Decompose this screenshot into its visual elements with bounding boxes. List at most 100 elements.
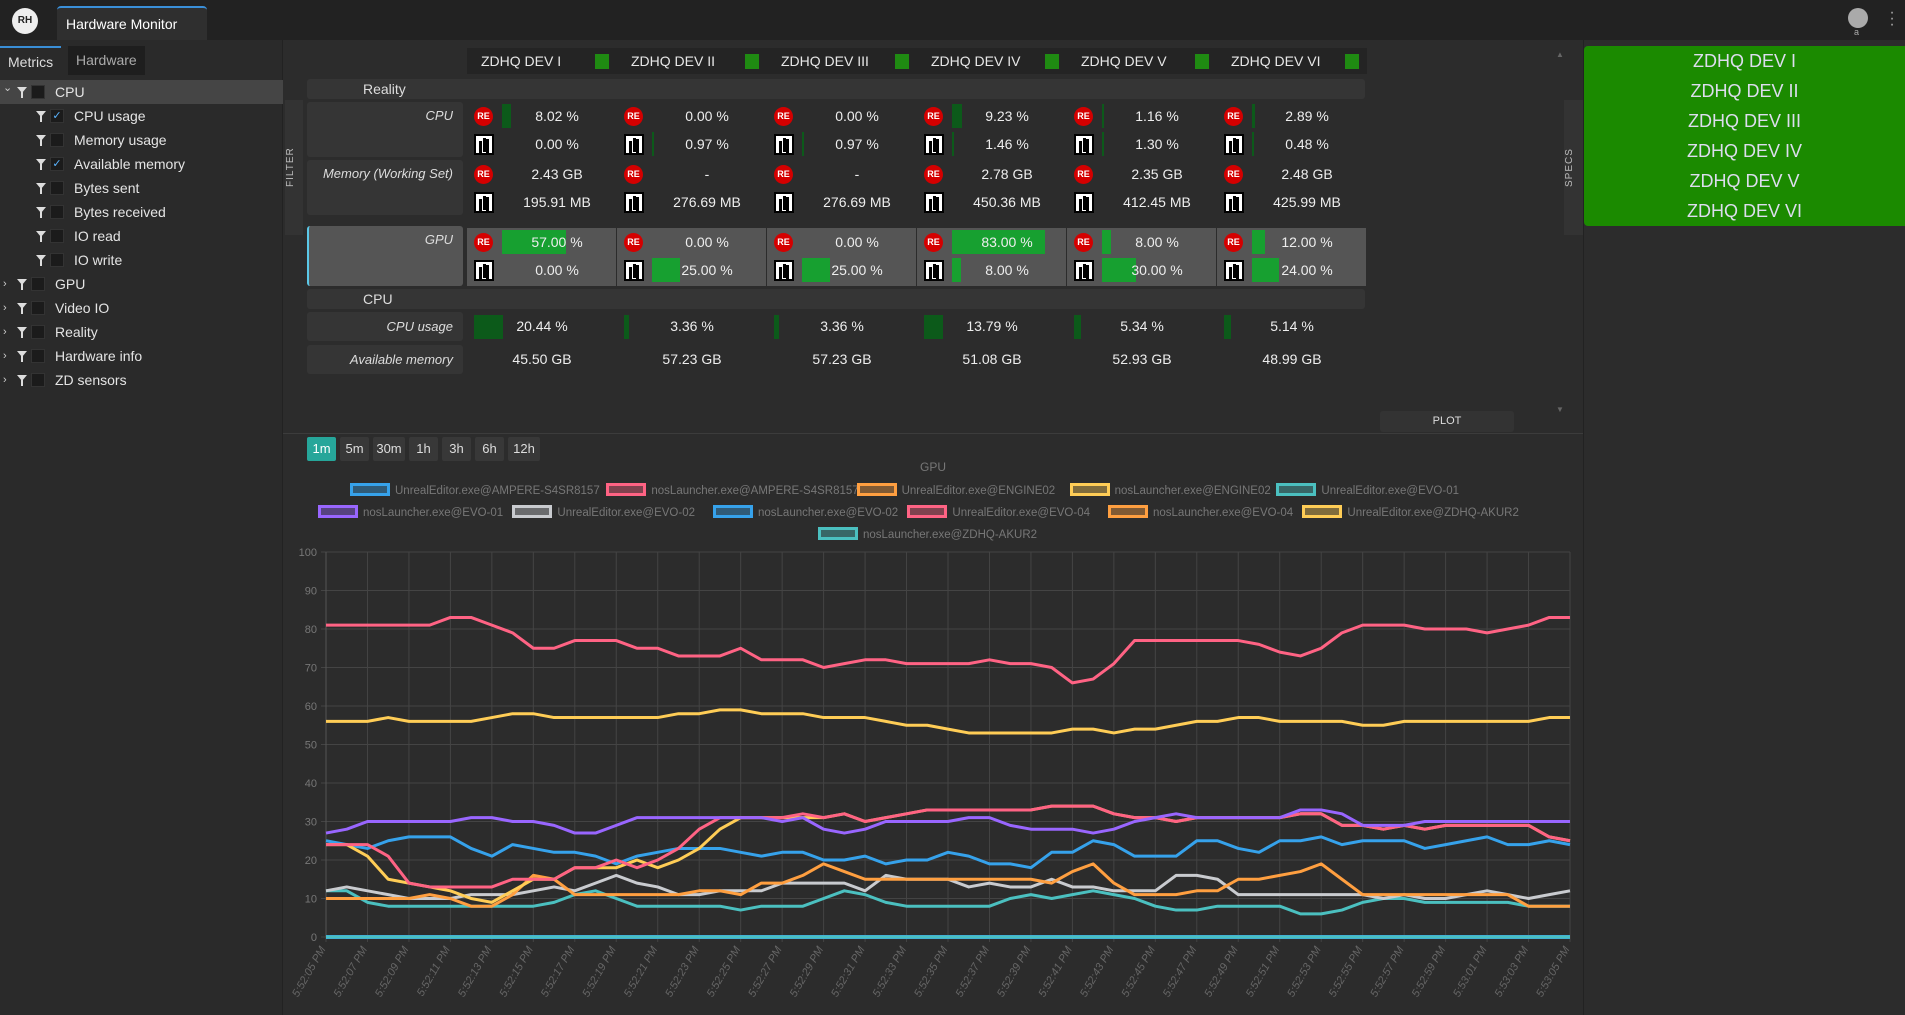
- device-column-header[interactable]: ZDHQ DEV II: [617, 48, 767, 74]
- device-list-item[interactable]: ZDHQ DEV VI: [1686, 201, 1802, 221]
- device-list-item[interactable]: ZDHQ DEV III: [1687, 111, 1801, 131]
- noslauncher-icon: [474, 192, 494, 213]
- legend-item[interactable]: nosLauncher.exe@EVO-01: [318, 505, 503, 521]
- checkbox[interactable]: ✓: [50, 157, 64, 171]
- tree-item[interactable]: IO read: [0, 224, 283, 248]
- chevron-right-icon[interactable]: ›: [3, 350, 7, 362]
- row-label: GPU: [307, 226, 463, 286]
- time-range-5m[interactable]: 5m: [340, 437, 369, 461]
- filter-icon[interactable]: [17, 327, 27, 338]
- filter-icon[interactable]: [36, 207, 46, 218]
- filter-icon[interactable]: [17, 375, 27, 386]
- legend-item[interactable]: nosLauncher.exe@ENGINE02: [1069, 483, 1271, 499]
- filter-icon[interactable]: [36, 111, 46, 122]
- checkbox[interactable]: [31, 277, 45, 291]
- chevron-down-icon[interactable]: ⌄: [3, 82, 13, 94]
- checkbox[interactable]: [31, 373, 45, 387]
- vertical-dots-icon[interactable]: · · ·: [1889, 4, 1895, 33]
- filter-icon[interactable]: [17, 351, 27, 362]
- time-range-1h[interactable]: 1h: [409, 437, 438, 461]
- filter-icon[interactable]: [17, 87, 27, 98]
- legend-item[interactable]: nosLauncher.exe@EVO-04: [1108, 505, 1293, 521]
- tree-item[interactable]: IO write: [0, 248, 283, 272]
- filter-icon[interactable]: [36, 231, 46, 242]
- tab-metrics[interactable]: Metrics: [0, 46, 62, 75]
- app-logo: RH: [12, 8, 38, 34]
- filter-icon[interactable]: [36, 135, 46, 146]
- chevron-right-icon[interactable]: ›: [3, 278, 7, 290]
- legend-item[interactable]: UnrealEditor.exe@AMPERE-S4SR8157: [350, 483, 600, 499]
- tab-hardware-monitor[interactable]: Hardware Monitor: [57, 6, 207, 40]
- time-range-6h[interactable]: 6h: [475, 437, 504, 461]
- filter-side-tab[interactable]: FILTER: [285, 100, 303, 235]
- metric-value: 0.97 %: [835, 136, 879, 152]
- time-range-3h[interactable]: 3h: [442, 437, 471, 461]
- checkbox[interactable]: [50, 205, 64, 219]
- checkbox[interactable]: [50, 229, 64, 243]
- legend-swatch: [318, 505, 358, 518]
- y-tick-label: 60: [305, 701, 317, 713]
- filter-icon[interactable]: [17, 303, 27, 314]
- device-list-item[interactable]: ZDHQ DEV IV: [1686, 141, 1802, 161]
- checkbox[interactable]: [31, 325, 45, 339]
- checkbox[interactable]: [31, 85, 45, 99]
- sidebar: Metrics Hardware ⌄ CPU ✓ CPU usage Memory us…: [0, 40, 283, 1015]
- tree-item[interactable]: › ZD sensors: [0, 368, 283, 392]
- legend-item[interactable]: UnrealEditor.exe@EVO-01: [1276, 483, 1459, 499]
- legend-item[interactable]: UnrealEditor.exe@ZDHQ-AKUR2: [1302, 505, 1519, 521]
- device-column-header[interactable]: ZDHQ DEV I: [467, 48, 617, 74]
- legend-item[interactable]: nosLauncher.exe@AMPERE-S4SR8157: [606, 483, 859, 499]
- device-column-header[interactable]: ZDHQ DEV IV: [917, 48, 1067, 74]
- tree-item[interactable]: › Hardware info: [0, 344, 283, 368]
- chevron-right-icon[interactable]: ›: [3, 302, 7, 314]
- top-bar: RH Hardware Monitor a · · ·: [0, 0, 1905, 40]
- tree-item[interactable]: › Video IO: [0, 296, 283, 320]
- checkbox[interactable]: ✓: [50, 109, 64, 123]
- tree-item[interactable]: ✓ CPU usage: [0, 104, 283, 128]
- tree-item[interactable]: Bytes sent: [0, 176, 283, 200]
- device-column-header[interactable]: ZDHQ DEV V: [1067, 48, 1217, 74]
- plot-button[interactable]: PLOT: [1380, 411, 1514, 432]
- noslauncher-row: 412.45 MB: [1067, 188, 1216, 216]
- device-list-item[interactable]: ZDHQ DEV I: [1692, 51, 1796, 71]
- tree-item[interactable]: Bytes received: [0, 200, 283, 224]
- time-range-30m[interactable]: 30m: [373, 437, 405, 461]
- scroll-down-icon[interactable]: ▼: [1556, 405, 1564, 414]
- filter-icon[interactable]: [36, 159, 46, 170]
- device-column-header[interactable]: ZDHQ DEV VI: [1217, 48, 1367, 74]
- tree-item[interactable]: ✓ Available memory: [0, 152, 283, 176]
- noslauncher-icon: [1224, 260, 1244, 281]
- device-list-item[interactable]: ZDHQ DEV II: [1690, 81, 1799, 101]
- tree-item[interactable]: › GPU: [0, 272, 283, 296]
- filter-icon[interactable]: [36, 183, 46, 194]
- checkbox[interactable]: [31, 301, 45, 315]
- legend-item[interactable]: UnrealEditor.exe@EVO-04: [907, 505, 1090, 521]
- legend-item[interactable]: nosLauncher.exe@EVO-02: [713, 505, 898, 521]
- user-account-icon[interactable]: [1848, 8, 1868, 28]
- noslauncher-row: 25.00 %: [767, 256, 916, 284]
- usage-bar: [1102, 230, 1111, 254]
- tree-item[interactable]: Memory usage: [0, 128, 283, 152]
- chevron-right-icon[interactable]: ›: [3, 374, 7, 386]
- checkbox[interactable]: [50, 181, 64, 195]
- chevron-right-icon[interactable]: ›: [3, 326, 7, 338]
- tree-item[interactable]: › Reality: [0, 320, 283, 344]
- device-list-item[interactable]: ZDHQ DEV V: [1689, 171, 1800, 191]
- time-range-1m[interactable]: 1m: [307, 437, 336, 461]
- legend-item[interactable]: nosLauncher.exe@ZDHQ-AKUR2: [818, 527, 1037, 543]
- legend-label: nosLauncher.exe@ZDHQ-AKUR2: [863, 529, 1038, 541]
- tree-item[interactable]: ⌄ CPU: [0, 80, 283, 104]
- time-range-12h[interactable]: 12h: [508, 437, 540, 461]
- legend-item[interactable]: UnrealEditor.exe@EVO-02: [512, 505, 695, 521]
- checkbox[interactable]: [31, 349, 45, 363]
- filter-icon[interactable]: [17, 279, 27, 290]
- tab-hardware[interactable]: Hardware: [68, 46, 145, 75]
- legend-item[interactable]: UnrealEditor.exe@ENGINE02: [856, 483, 1055, 499]
- scroll-up-icon[interactable]: ▲: [1556, 50, 1564, 59]
- specs-side-tab[interactable]: SPECS: [1564, 100, 1583, 235]
- filter-icon[interactable]: [36, 255, 46, 266]
- tree-item-label: CPU: [55, 84, 85, 100]
- checkbox[interactable]: [50, 253, 64, 267]
- checkbox[interactable]: [50, 133, 64, 147]
- device-column-header[interactable]: ZDHQ DEV III: [767, 48, 917, 74]
